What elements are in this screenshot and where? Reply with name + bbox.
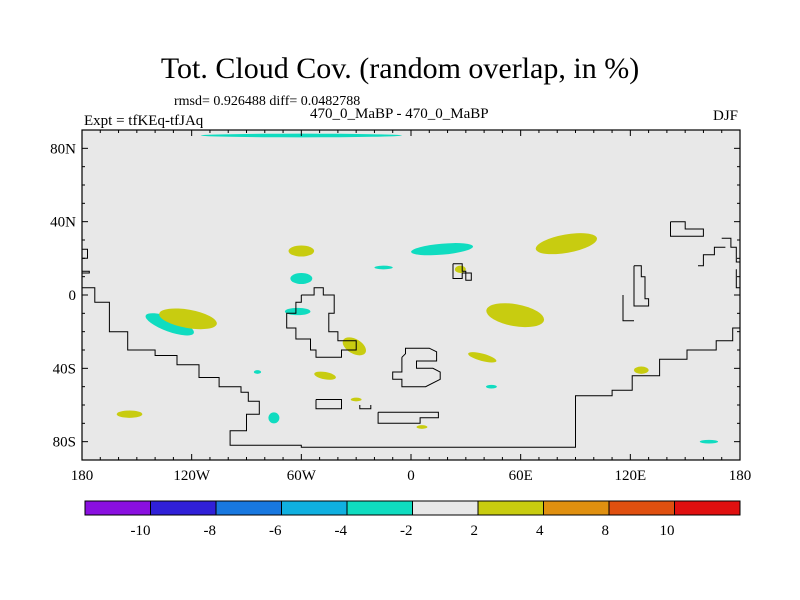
coastline-0 <box>82 287 740 448</box>
anomaly-region-12 <box>535 233 598 255</box>
colorbar-label-0: -10 <box>131 523 151 539</box>
anomaly-region-16 <box>454 265 466 274</box>
anomaly-region-11 <box>288 245 315 257</box>
experiment-label: Expt = tfKEq-tfJAq <box>84 113 204 129</box>
axes: 180 120W 60W 0 60E 120E 180 80N 40N 0 40S 80S <box>50 129 752 484</box>
colorbar-label-7: 8 <box>602 523 610 539</box>
anomaly-region-6 <box>485 384 497 389</box>
anomaly-region-1 <box>284 307 311 316</box>
anomaly-region-17 <box>314 371 336 380</box>
colorbar-box-4 <box>346 500 413 516</box>
anomaly-region-8 <box>699 439 719 444</box>
anomaly-region-14 <box>342 337 367 356</box>
coastline-14 <box>698 246 726 267</box>
coastline-4 <box>392 347 441 388</box>
colorbar-box-3 <box>281 500 348 516</box>
x-tick-label-6: 180 <box>729 468 752 484</box>
anomaly-region-21 <box>416 425 428 429</box>
anomaly-region-4 <box>374 265 393 270</box>
colorbar-box-7 <box>543 500 610 516</box>
coastline-5 <box>452 263 472 281</box>
x-tick-label-5: 120E <box>614 468 646 484</box>
coastline-6 <box>315 399 342 410</box>
coastline-8 <box>359 405 372 410</box>
anomaly-region-18 <box>116 410 143 418</box>
coastline-7 <box>377 411 439 424</box>
x-tick-label-1: 120W <box>173 468 211 484</box>
colorbar-label-1: -8 <box>204 523 217 539</box>
anomaly-region-2 <box>290 273 313 284</box>
colorbar-box-9 <box>674 500 741 516</box>
colorbar-box-6 <box>477 500 544 516</box>
x-tick-label-3: 0 <box>407 468 415 484</box>
colorbar-box-8 <box>608 500 675 516</box>
y-tick-label-1: 40N <box>50 215 76 231</box>
colorbar-label-5: 2 <box>471 523 479 539</box>
coastline-10 <box>721 237 740 263</box>
anomaly-region-13 <box>486 303 545 328</box>
anomaly-region-10 <box>159 308 217 330</box>
case-label: 470_0_MaBP - 470_0_MaBP <box>310 106 489 122</box>
colorbar-box-5 <box>412 500 479 516</box>
colorbar-label-8: 10 <box>660 523 675 539</box>
colorbar-label-3: -4 <box>335 523 348 539</box>
anomaly-region-19 <box>633 366 649 374</box>
coastline-12 <box>633 265 650 307</box>
coastline-13 <box>622 295 634 322</box>
colorbar-label-4: -2 <box>400 523 413 539</box>
coastline-3 <box>286 287 357 358</box>
plot-area <box>82 130 740 460</box>
x-tick-label-0: 180 <box>71 468 94 484</box>
coastline-2 <box>82 270 90 274</box>
colorbar-label-6: 4 <box>536 523 544 539</box>
colorbar-box-2 <box>215 500 282 516</box>
x-tick-label-2: 60W <box>287 468 317 484</box>
coastline-9 <box>670 221 704 237</box>
x-tick-label-4: 60E <box>509 468 533 484</box>
stats-text: rmsd= 0.926488 diff= 0.0482788 <box>174 94 361 109</box>
colorbar-box-1 <box>150 500 217 516</box>
season-label: DJF <box>712 108 738 124</box>
anomaly-region-15 <box>468 352 497 363</box>
y-tick-label-4: 80S <box>53 435 76 451</box>
anomaly-region-3 <box>411 243 474 256</box>
shaded-regions <box>116 133 719 444</box>
colorbar: -10 -8 -6 -4 -2 2 4 8 10 <box>84 500 741 539</box>
anomaly-region-7 <box>253 370 262 374</box>
y-tick-label-0: 80N <box>50 141 76 157</box>
y-tick-label-3: 40S <box>53 361 76 377</box>
chart-title: Tot. Cloud Cov. (random overlap, in %) <box>160 52 640 85</box>
colorbar-box-0 <box>84 500 151 516</box>
coastline-11 <box>735 269 740 289</box>
colorbar-label-2: -6 <box>269 523 282 539</box>
anomaly-region-5 <box>268 412 280 424</box>
anomaly-region-0 <box>145 313 194 336</box>
anomaly-region-20 <box>350 397 362 402</box>
y-tick-label-2: 0 <box>69 288 77 304</box>
map-background <box>82 130 740 460</box>
